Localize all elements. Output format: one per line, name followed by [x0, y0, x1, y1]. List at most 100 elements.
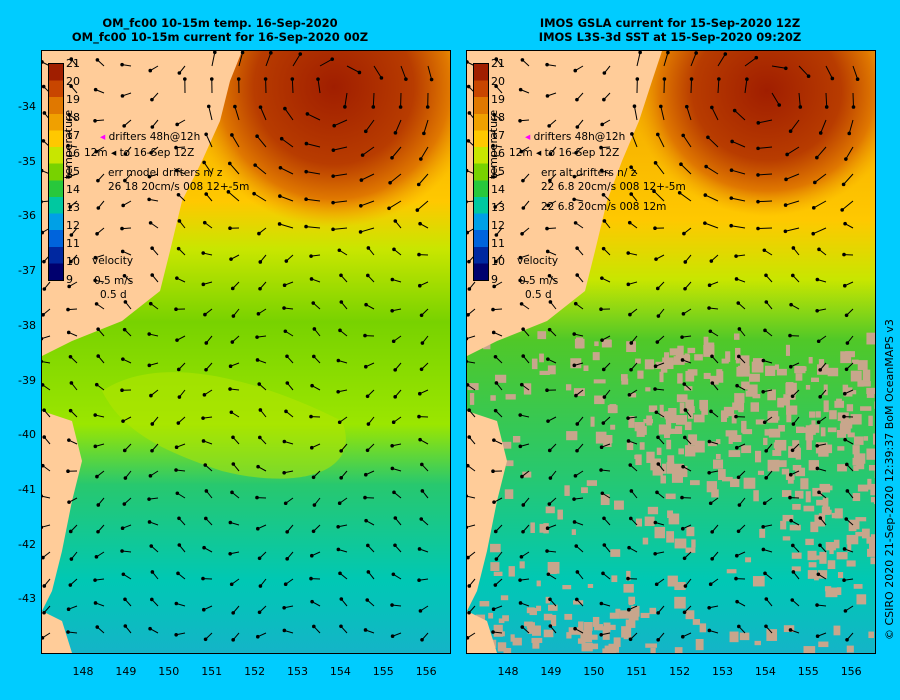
cloud-pixel: [740, 355, 750, 368]
current-arrow-head: [467, 84, 471, 89]
current-arrow-head: [93, 255, 98, 260]
current-arrow-head: [729, 223, 733, 228]
current-arrow: [711, 107, 719, 121]
current-arrow-head: [96, 327, 100, 331]
cloud-pixel: [850, 414, 862, 425]
current-arrow-head: [209, 77, 214, 81]
cloud-pixel: [837, 572, 844, 578]
current-arrow-head: [762, 420, 767, 425]
longitude-label: 154: [329, 665, 351, 678]
current-arrow-head: [201, 576, 205, 581]
current-arrow-head: [842, 414, 846, 419]
current-arrow-head: [230, 340, 235, 344]
current-arrow-head: [416, 182, 421, 187]
current-arrow-head: [339, 449, 343, 453]
current-arrow-head: [204, 341, 209, 345]
current-arrow-head: [735, 383, 739, 388]
current-arrow-head: [707, 306, 711, 310]
current-arrow-head: [599, 468, 603, 472]
current-arrow-head: [42, 259, 46, 264]
current-arrow-head: [683, 260, 688, 264]
current-arrow-head: [626, 416, 630, 420]
current-arrow: [852, 65, 859, 80]
current-arrow-head: [339, 300, 344, 304]
current-arrow-head: [282, 605, 286, 610]
current-arrow-head: [816, 420, 821, 425]
current-arrow-head: [662, 77, 667, 81]
current-arrow-head: [681, 312, 686, 316]
cloud-pixel: [866, 448, 875, 460]
current-arrow: [813, 200, 827, 209]
current-arrow-head: [818, 516, 823, 520]
current-arrow-head: [627, 220, 632, 225]
current-arrow-head: [336, 524, 340, 529]
current-arrow-head: [518, 87, 523, 92]
cloud-pixel: [674, 426, 683, 435]
current-arrow-head: [545, 388, 549, 393]
cloud-pixel: [562, 585, 572, 590]
current-arrow-head: [417, 391, 422, 396]
current-arrow-head: [390, 308, 394, 313]
current-arrow-head: [491, 330, 496, 335]
colorbar-tick-label: 12: [66, 219, 80, 232]
cloud-pixel: [592, 352, 600, 361]
current-arrow: [690, 52, 697, 67]
land-mainland: [42, 51, 242, 356]
current-arrow-head: [761, 547, 766, 552]
current-arrow: [228, 191, 240, 202]
cloud-pixel: [527, 622, 533, 633]
current-arrow-head: [843, 609, 848, 613]
current-arrow-head: [366, 246, 371, 250]
current-arrow-head: [655, 490, 659, 495]
current-arrow-head: [202, 220, 207, 225]
cloud-pixel: [608, 624, 616, 630]
cloud-pixel: [822, 497, 829, 510]
cloud-pixel: [588, 634, 598, 640]
current-arrow-head: [548, 597, 552, 602]
current-arrow-head: [392, 490, 396, 495]
current-arrow-head: [229, 582, 234, 587]
current-arrow: [744, 57, 757, 67]
current-arrow-head: [68, 205, 72, 209]
current-arrow-head: [811, 206, 816, 210]
current-arrow-head: [467, 230, 470, 235]
current-arrow-head: [309, 553, 314, 558]
current-arrow-head: [331, 227, 335, 232]
cloud-pixel: [852, 457, 859, 466]
current-arrow-head: [707, 605, 711, 610]
current-arrow-head: [816, 572, 821, 577]
cloud-pixel: [501, 441, 512, 449]
cloud-pixel: [532, 641, 540, 649]
current-arrow-head: [467, 111, 472, 115]
current-arrow-head: [147, 497, 151, 501]
velocity-label: velocity: [92, 255, 134, 267]
drifters-depth: 12m: [509, 147, 533, 159]
colorbar-tick-label: 14: [491, 183, 505, 196]
drifter-marker-icon: ◂: [100, 131, 106, 143]
current-arrow-head: [123, 178, 127, 183]
cloud-pixel: [623, 584, 634, 593]
cloud-pixel: [754, 640, 761, 646]
cloud-pixel: [816, 499, 825, 506]
cloud-pixel: [625, 619, 636, 628]
cloud-pixel: [753, 490, 759, 502]
current-arrow: [284, 108, 294, 121]
left-title-line2: OM_fc00 10-15m current for 16-Sep-2020 0…: [71, 30, 369, 44]
colorbar: [473, 63, 489, 281]
drifters-depth: 12m: [84, 147, 108, 159]
current-arrow-head: [93, 578, 97, 582]
current-arrow: [333, 227, 348, 230]
current-arrow-head: [653, 226, 657, 231]
current-arrow-head: [791, 273, 795, 278]
latitude-label: -34: [18, 100, 36, 113]
current-arrow: [757, 227, 773, 230]
current-arrow-head: [572, 174, 577, 179]
current-arrow-head: [95, 474, 99, 479]
cloud-pixel: [645, 643, 657, 648]
cloud-pixel: [767, 459, 780, 472]
cloud-pixel: [666, 531, 675, 543]
cloud-pixel: [818, 641, 829, 648]
credit-text: © CSIRO 2020 21-Sep-2020 12:39:37 BoM Oc…: [883, 319, 896, 640]
colorbar-tick-label: 20: [491, 75, 505, 88]
cloud-pixel: [539, 523, 547, 533]
